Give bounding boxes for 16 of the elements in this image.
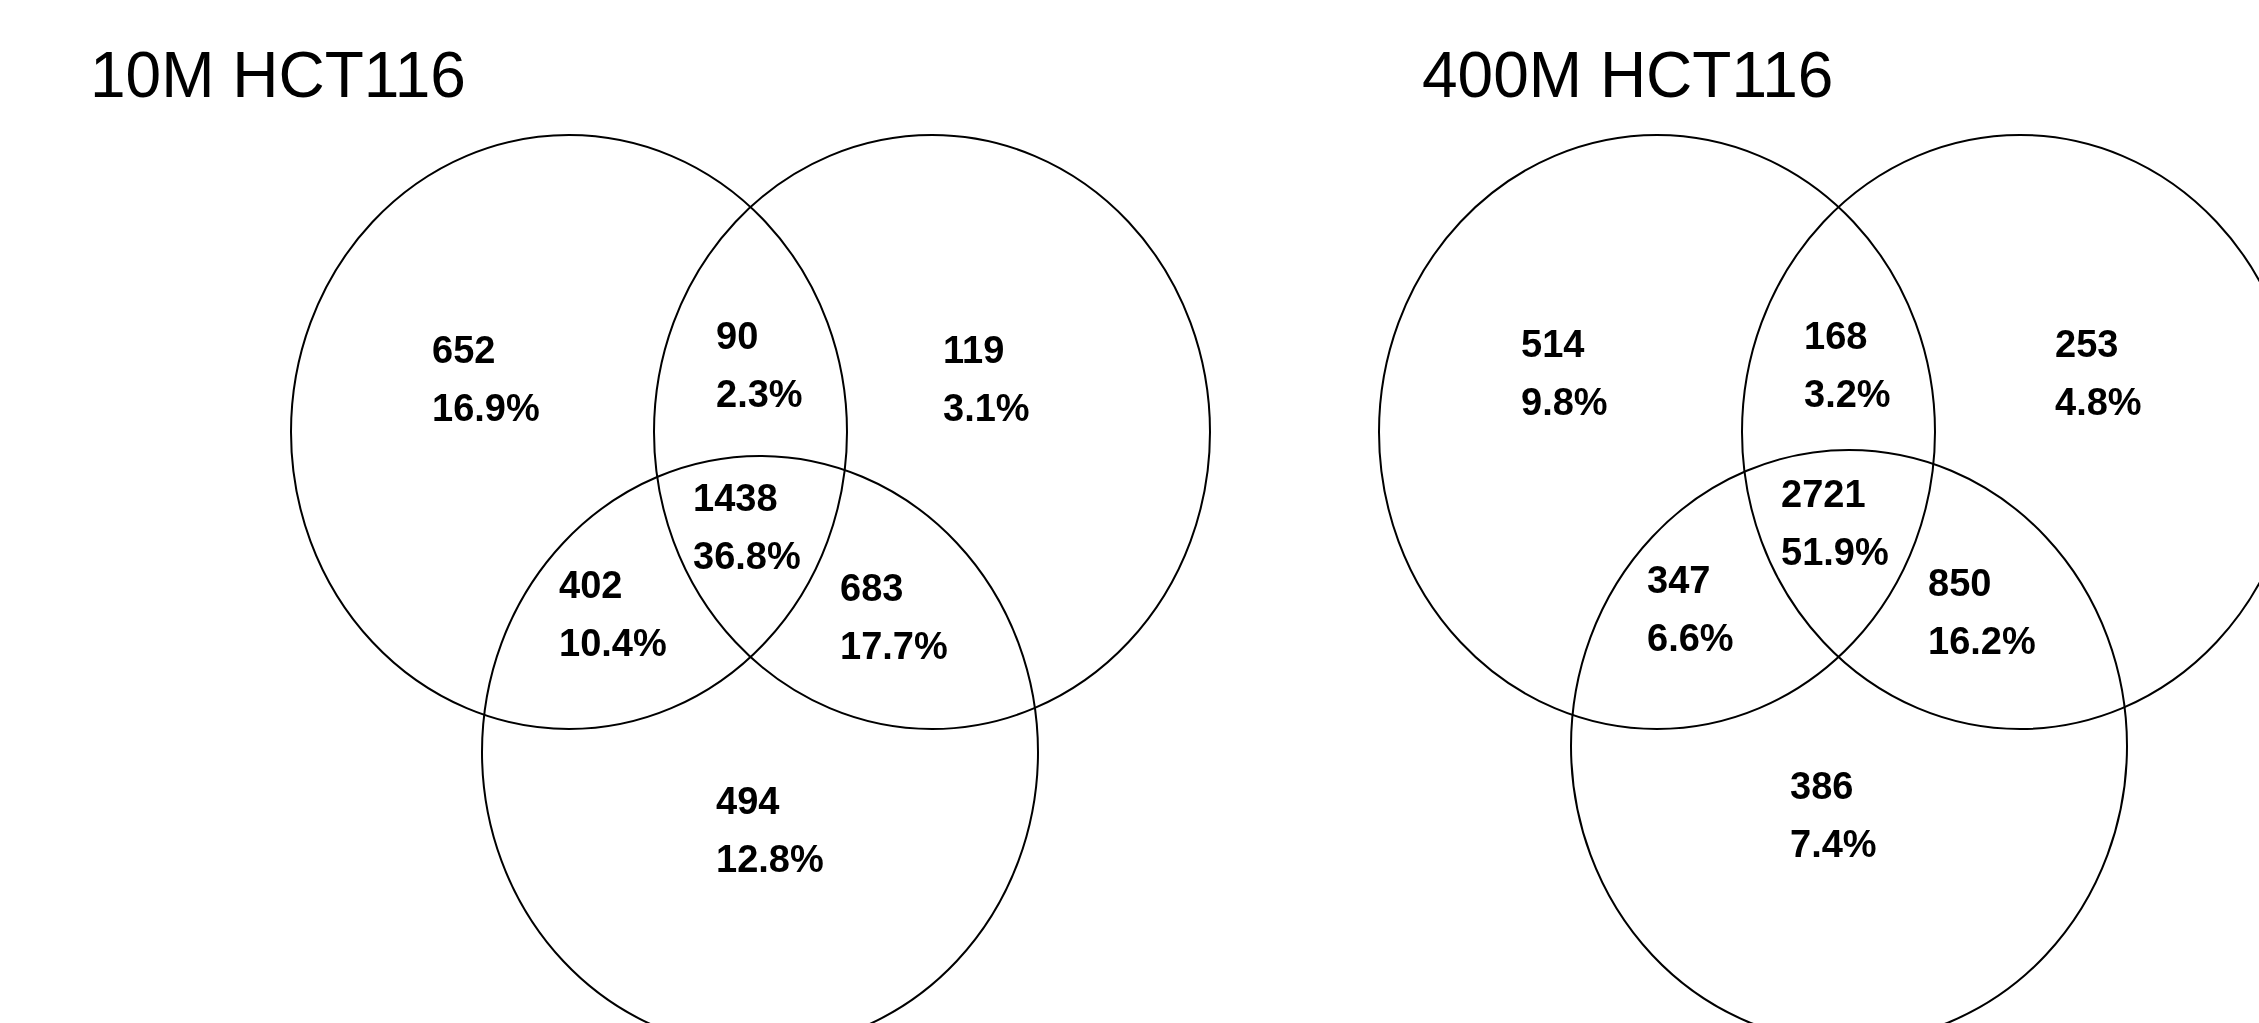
data-label: 402 10.4% [559,564,667,665]
data-label: 1438 36.8% [693,477,801,578]
data-label: 494 12.8% [716,780,824,881]
data-label: 119 3.1% [943,329,1030,430]
data-label: 168 3.2% [1804,315,1891,416]
text: 10M HCT116 [90,38,466,112]
data-label: 514 9.8% [1521,323,1608,424]
data-label: 386 7.4% [1790,765,1877,866]
data-label: 683 17.7% [840,567,948,668]
data-label: 347 6.6% [1647,559,1734,660]
text: 400M HCT116 [1422,38,1834,112]
data-label: 2721 51.9% [1781,473,1889,574]
data-label: 90 2.3% [716,315,803,416]
data-label: 850 16.2% [1928,562,2036,663]
data-label: 652 16.9% [432,329,540,430]
data-label: 253 4.8% [2055,323,2142,424]
